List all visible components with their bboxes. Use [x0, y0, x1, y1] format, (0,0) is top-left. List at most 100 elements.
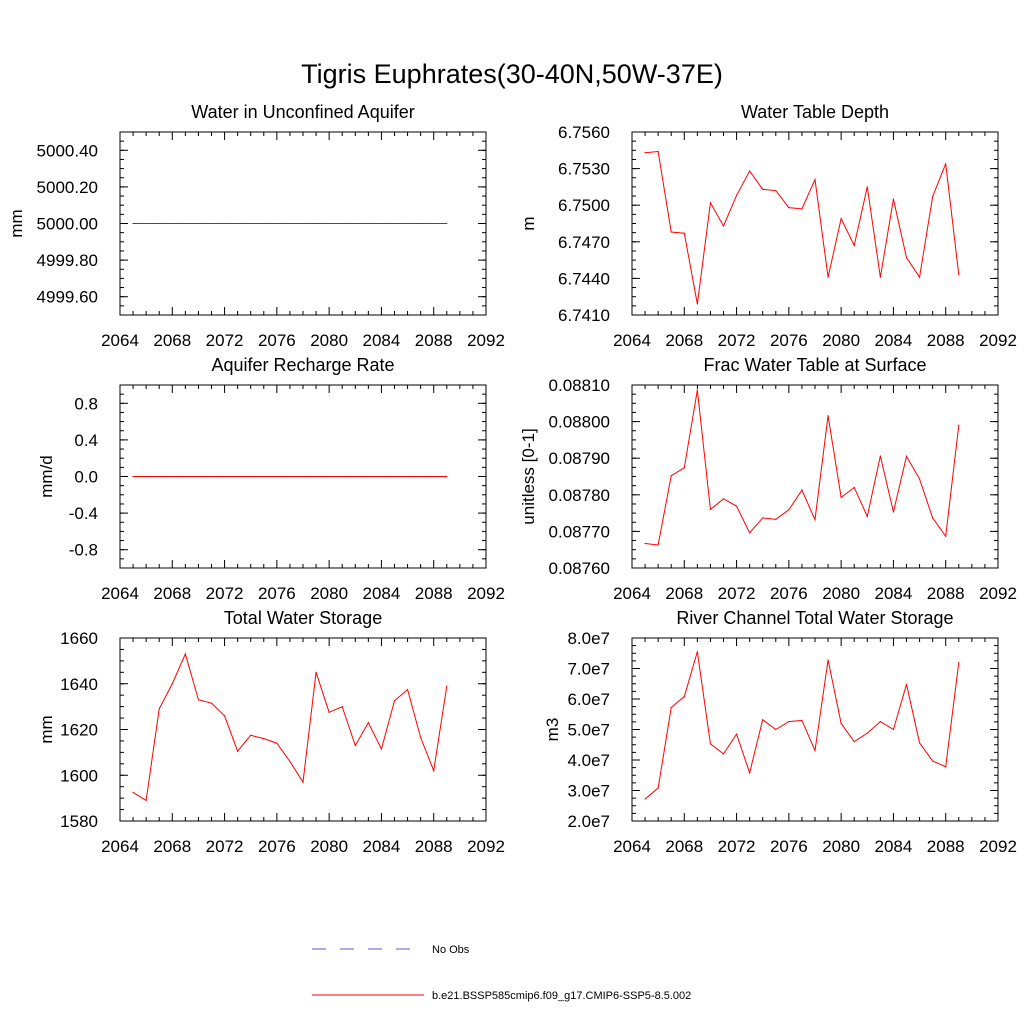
data-point [197, 475, 200, 478]
data-point [276, 475, 278, 478]
data-point [775, 518, 777, 520]
data-point [289, 475, 291, 478]
x-tick-label: 2072 [206, 331, 244, 350]
y-tick-label: 0.4 [74, 431, 98, 450]
data-point [197, 222, 200, 225]
data-point [250, 222, 252, 225]
x-tick-label: 2068 [153, 331, 191, 350]
panel-title: Frac Water Table at Surface [703, 355, 926, 375]
x-tick-label: 2076 [258, 584, 296, 603]
data-point [788, 207, 790, 209]
data-point [158, 708, 160, 710]
data-point [853, 741, 855, 743]
panel-title: Water in Unconfined Aquifer [191, 102, 414, 122]
data-point [145, 222, 147, 225]
data-point [250, 734, 252, 736]
y-tick-label: 0.08770 [549, 522, 610, 541]
chart-panel: Frac Water Table at Surface unitless [0-1… [519, 355, 1017, 603]
data-point [762, 719, 764, 721]
data-point [184, 653, 186, 655]
x-tick-label: 2076 [258, 837, 296, 856]
x-tick-label: 2064 [101, 584, 139, 603]
data-point [827, 659, 829, 661]
data-point [788, 720, 790, 723]
data-point [722, 498, 725, 500]
data-point [393, 222, 396, 225]
y-tick-label: 4999.80 [37, 251, 98, 270]
data-point [158, 222, 160, 225]
y-tick-label: 1580 [60, 812, 98, 831]
data-point [276, 222, 278, 225]
panel-title: River Channel Total Water Storage [676, 608, 953, 628]
data-point [420, 736, 422, 739]
y-tick-label: 4999.60 [37, 288, 98, 307]
x-tick-label: 2068 [665, 584, 703, 603]
data-point [433, 222, 435, 225]
data-point [932, 196, 934, 198]
data-point [749, 532, 751, 534]
y-tick-label: 2.0e7 [567, 812, 610, 831]
x-tick-label: 2080 [822, 584, 860, 603]
data-point [302, 475, 304, 478]
y-tick-label: 0.08780 [549, 486, 610, 505]
data-point [879, 455, 881, 457]
data-point [879, 720, 881, 723]
x-tick-label: 2076 [258, 331, 296, 350]
x-tick-label: 2064 [101, 837, 139, 856]
data-point [289, 222, 291, 225]
data-point [367, 722, 369, 724]
y-tick-label: 5.0e7 [567, 721, 610, 740]
data-point [657, 544, 659, 546]
data-point [132, 475, 134, 478]
data-point [801, 719, 803, 721]
x-tick-label: 2076 [770, 837, 808, 856]
data-point [171, 683, 173, 685]
data-point [328, 222, 330, 225]
x-tick-label: 2088 [415, 837, 453, 856]
data-point [406, 222, 409, 225]
panel-title: Total Water Storage [224, 608, 382, 628]
data-point [158, 475, 160, 478]
y-tick-label: 5000.20 [37, 178, 98, 197]
y-tick-label: 0.08760 [549, 559, 610, 578]
data-point [145, 799, 147, 802]
data-point [210, 475, 213, 478]
y-axis-label: mm [37, 715, 56, 743]
data-point [670, 706, 672, 709]
data-point [315, 671, 317, 673]
y-tick-label: 4.0e7 [567, 751, 610, 770]
data-point [328, 475, 330, 478]
y-tick-label: 1640 [60, 675, 98, 694]
y-tick-label: 6.7530 [558, 160, 610, 179]
panel-title: Water Table Depth [741, 102, 889, 122]
data-point [749, 170, 751, 172]
data-point [644, 542, 646, 545]
data-point [853, 244, 855, 247]
x-tick-label: 2068 [665, 331, 703, 350]
data-point [775, 189, 777, 192]
data-point [341, 706, 343, 708]
data-point [735, 505, 738, 507]
x-tick-label: 2080 [310, 331, 348, 350]
data-point [670, 475, 672, 477]
data-point [905, 257, 908, 259]
data-point [683, 695, 685, 698]
data-point [406, 688, 409, 691]
y-tick-label: 5000.40 [37, 141, 98, 160]
y-tick-label: 6.7560 [558, 123, 610, 142]
data-point [866, 515, 868, 517]
y-tick-label: 3.0e7 [567, 782, 610, 801]
data-point [223, 222, 226, 225]
x-tick-label: 2088 [927, 331, 965, 350]
data-point [840, 496, 842, 498]
data-point [223, 475, 226, 478]
x-tick-label: 2088 [415, 584, 453, 603]
x-tick-label: 2064 [613, 584, 651, 603]
data-point [302, 781, 304, 783]
y-tick-label: 7.0e7 [567, 660, 610, 679]
data-point [722, 753, 725, 755]
data-point [263, 475, 265, 478]
data-point [892, 511, 895, 513]
data-point [433, 475, 435, 478]
legend-obs-label: No Obs [432, 944, 470, 956]
